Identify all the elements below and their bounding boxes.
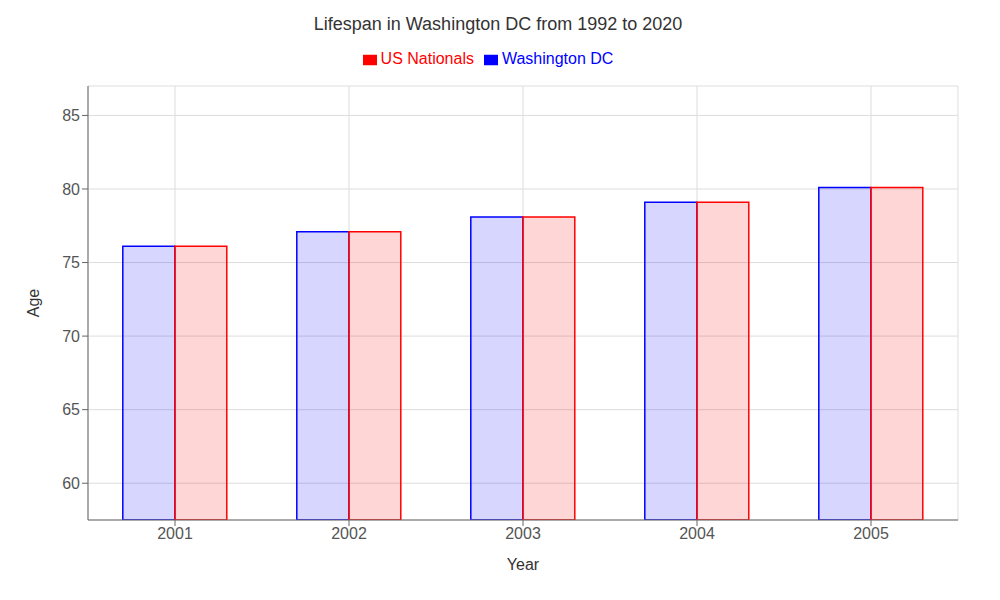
svg-text:70: 70 xyxy=(62,328,80,345)
html-text:Lifespan in Washington DC from: Lifespan in Washington DC from 1992 to 2… xyxy=(313,14,683,34)
svg-text:2004: 2004 xyxy=(679,525,715,542)
svg-text:2002: 2002 xyxy=(331,525,367,542)
svg-text:75: 75 xyxy=(62,254,80,271)
svg-text:2001: 2001 xyxy=(157,525,193,542)
svg-text:65: 65 xyxy=(62,401,80,418)
html-text:US Nationals: US Nationals xyxy=(380,50,474,67)
svg-text:Age: Age xyxy=(25,289,42,318)
svg-text:85: 85 xyxy=(62,107,80,124)
svg-text:80: 80 xyxy=(62,181,80,198)
svg-text:2003: 2003 xyxy=(505,525,541,542)
svg-text:2005: 2005 xyxy=(853,525,889,542)
html-text:Washington DC: Washington DC xyxy=(502,50,614,67)
svg-text:Year: Year xyxy=(507,556,540,573)
svg-text:60: 60 xyxy=(62,475,80,492)
